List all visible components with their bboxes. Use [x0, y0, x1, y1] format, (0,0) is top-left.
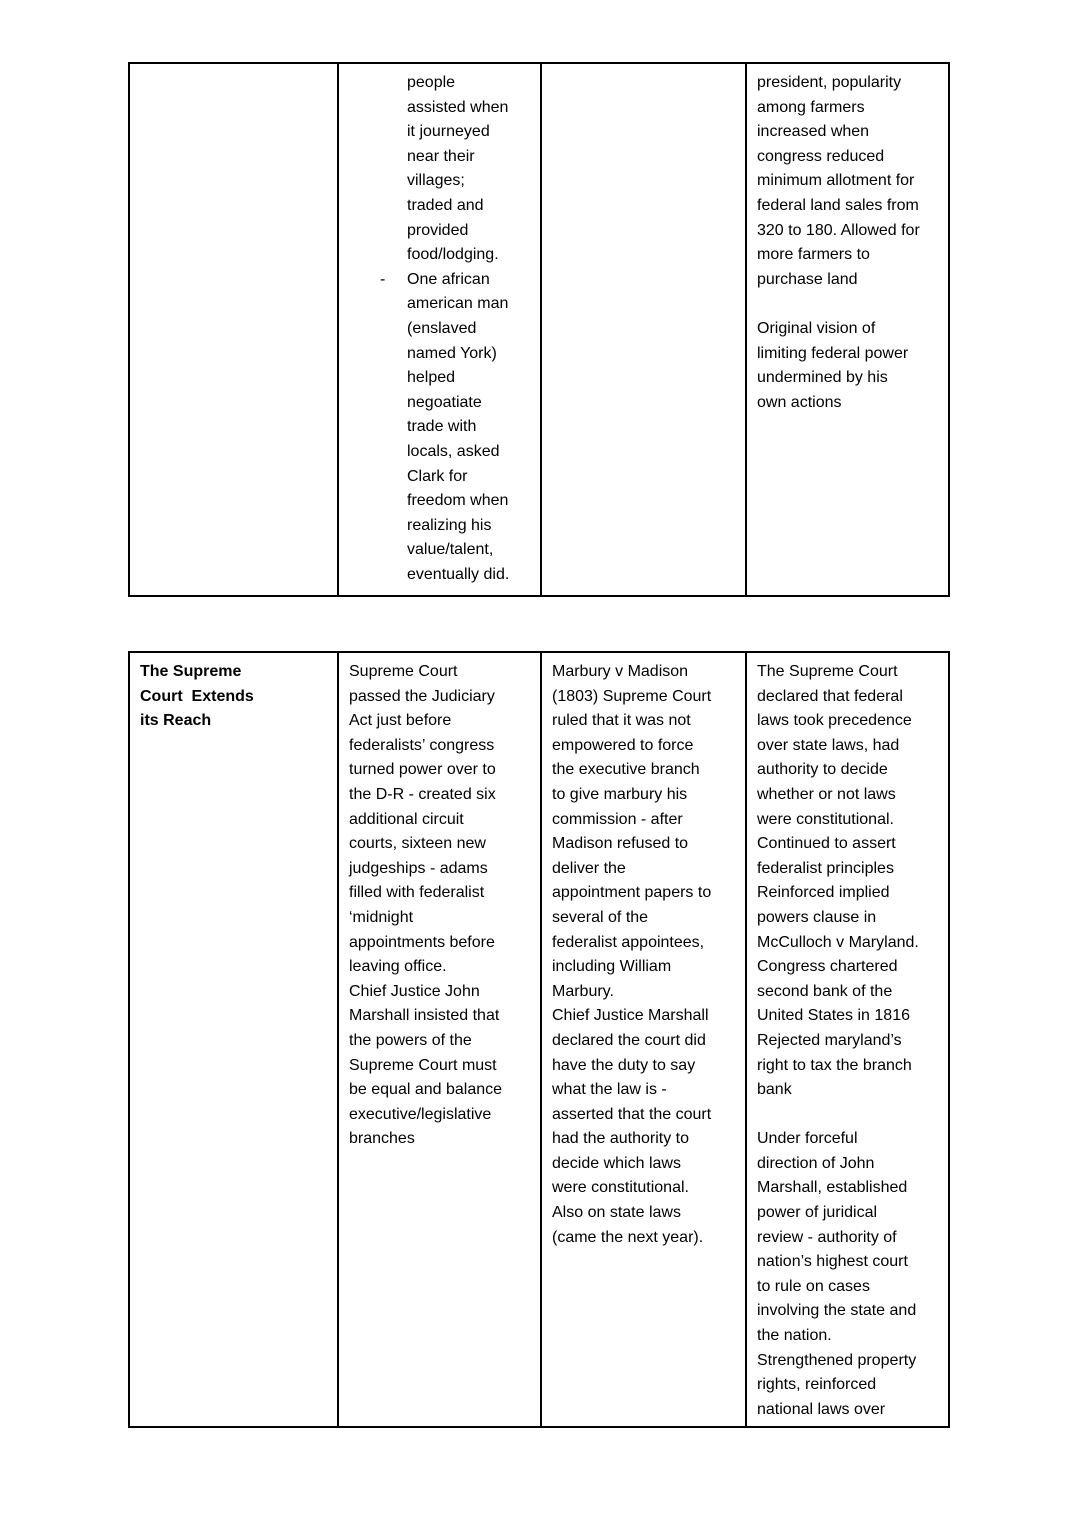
table1-topic-cell [130, 64, 337, 595]
judiciary-act-text: Supreme Court passed the Judiciary Act j… [349, 663, 503, 1148]
marbury-v-madison-text: Marbury v Madison (1803) Supreme Court r… [552, 663, 712, 1246]
table1-facts-cell: people assisted when it journeyed near t… [337, 64, 540, 595]
bullet-dash-marker: - [380, 270, 386, 288]
list-item: - One african american man (enslaved nam… [349, 268, 530, 588]
notes-table-top: people assisted when it journeyed near t… [128, 62, 950, 597]
section-title: The Supreme Court Extends its Reach [140, 663, 254, 730]
list-item-text: people assisted when it journeyed near t… [407, 74, 509, 264]
table2-federal-power-cell: The Supreme Court declared that federal … [745, 653, 948, 1426]
table2-judiciary-act-cell: Supreme Court passed the Judiciary Act j… [337, 653, 540, 1426]
table2-topic-cell: The Supreme Court Extends its Reach [130, 653, 337, 1426]
analysis-text: president, popularity among farmers incr… [757, 74, 920, 411]
table1-analysis-cell: president, popularity among farmers incr… [745, 64, 948, 595]
table1-middle-cell [540, 64, 745, 595]
federal-power-text: The Supreme Court declared that federal … [757, 663, 919, 1418]
list-item: people assisted when it journeyed near t… [349, 71, 530, 268]
notes-table-supreme-court: The Supreme Court Extends its Reach Supr… [128, 651, 950, 1428]
table2-marbury-cell: Marbury v Madison (1803) Supreme Court r… [540, 653, 745, 1426]
list-item-text: One african american man (enslaved named… [407, 270, 510, 583]
